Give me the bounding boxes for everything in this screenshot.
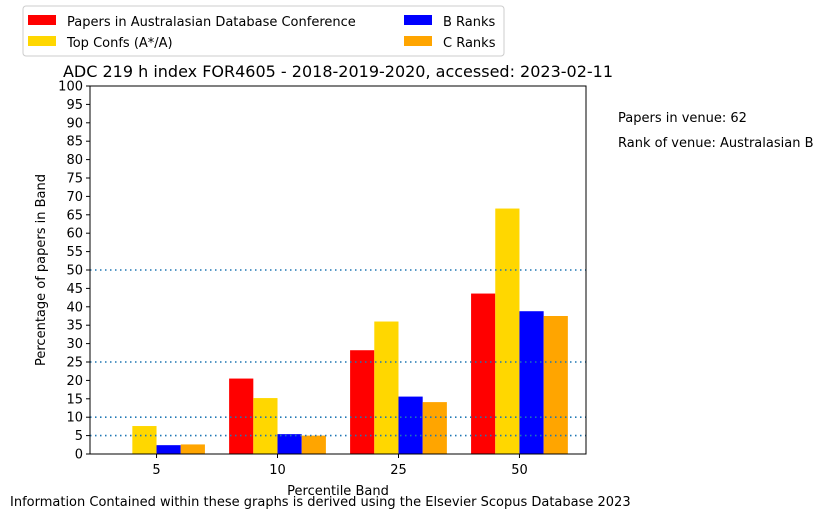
legend-label-b: B Ranks (443, 15, 496, 30)
x-axis: 5 10 25 50 (152, 454, 528, 478)
bar-series0-cat-50 (471, 293, 496, 454)
bar-series0-cat-10 (229, 378, 254, 454)
legend-swatch-b (404, 15, 432, 25)
y-tick-label-15: 15 (66, 392, 83, 407)
bars-layer (132, 208, 568, 454)
bar-series2-cat-25 (398, 396, 423, 454)
legend-swatch-c (404, 36, 432, 46)
y-axis-label: Percentage of papers in Band (34, 174, 49, 366)
y-tick-label-85: 85 (66, 135, 83, 150)
legend-frame (22, 5, 505, 57)
x-tick-label-25: 25 (390, 463, 407, 478)
bar-series2-cat-10 (277, 434, 302, 454)
y-tick-label-5: 5 (75, 429, 83, 444)
bar-series3-cat-10 (301, 435, 326, 454)
bar-series3-cat-5 (180, 444, 205, 454)
y-tick-label-0: 0 (75, 448, 83, 463)
legend-label-c: C Ranks (443, 36, 496, 51)
footer-source-note: Information Contained within these graph… (10, 495, 631, 510)
bar-series3-cat-50 (543, 316, 568, 454)
bar-series2-cat-5 (156, 445, 181, 454)
y-tick-label-55: 55 (66, 245, 83, 260)
y-tick-label-95: 95 (66, 98, 83, 113)
y-tick-label-90: 90 (66, 116, 83, 131)
y-tick-label-35: 35 (66, 319, 83, 334)
x-tick-label-50: 50 (511, 463, 528, 478)
bar-series1-cat-5 (132, 426, 157, 454)
legend-swatch-top (28, 36, 56, 46)
y-tick-label-100: 100 (58, 80, 83, 95)
y-tick-label-60: 60 (66, 227, 83, 242)
bar-series0-cat-25 (350, 350, 375, 454)
y-tick-label-75: 75 (66, 172, 83, 187)
y-tick-label-30: 30 (66, 337, 83, 352)
papers-in-venue: Papers in venue: 62 (618, 111, 747, 126)
bar-series2-cat-50 (519, 311, 544, 454)
y-tick-label-50: 50 (66, 264, 83, 279)
legend-label-top: Top Confs (A*/A) (66, 36, 173, 51)
y-tick-label-20: 20 (66, 374, 83, 389)
y-tick-label-10: 10 (66, 411, 83, 426)
y-tick-label-40: 40 (66, 300, 83, 315)
y-tick-label-70: 70 (66, 190, 83, 205)
rank-of-venue: Rank of venue: Australasian B (618, 136, 814, 151)
bar-series1-cat-50 (495, 208, 520, 454)
x-tick-label-10: 10 (269, 463, 286, 478)
x-tick-label-5: 5 (152, 463, 160, 478)
y-tick-label-25: 25 (66, 356, 83, 371)
bar-series1-cat-10 (253, 398, 278, 454)
chart-title: ADC 219 h index FOR4605 - 2018-2019-2020… (63, 62, 613, 81)
legend-swatch-papers (28, 15, 56, 25)
legend-label-papers: Papers in Australasian Database Conferen… (67, 15, 356, 30)
y-tick-label-65: 65 (66, 208, 83, 223)
x-axis-label: Percentile Band (287, 484, 389, 499)
y-axis: 0 5 10 15 20 25 30 35 40 45 50 55 60 65 70 75 80 85 90 95 10… (58, 80, 90, 463)
y-tick-label-45: 45 (66, 282, 83, 297)
legend: Papers in Australasian Database Conferen… (22, 5, 505, 57)
bar-series3-cat-25 (422, 402, 447, 454)
bar-series1-cat-25 (374, 321, 399, 454)
y-tick-label-80: 80 (66, 153, 83, 168)
